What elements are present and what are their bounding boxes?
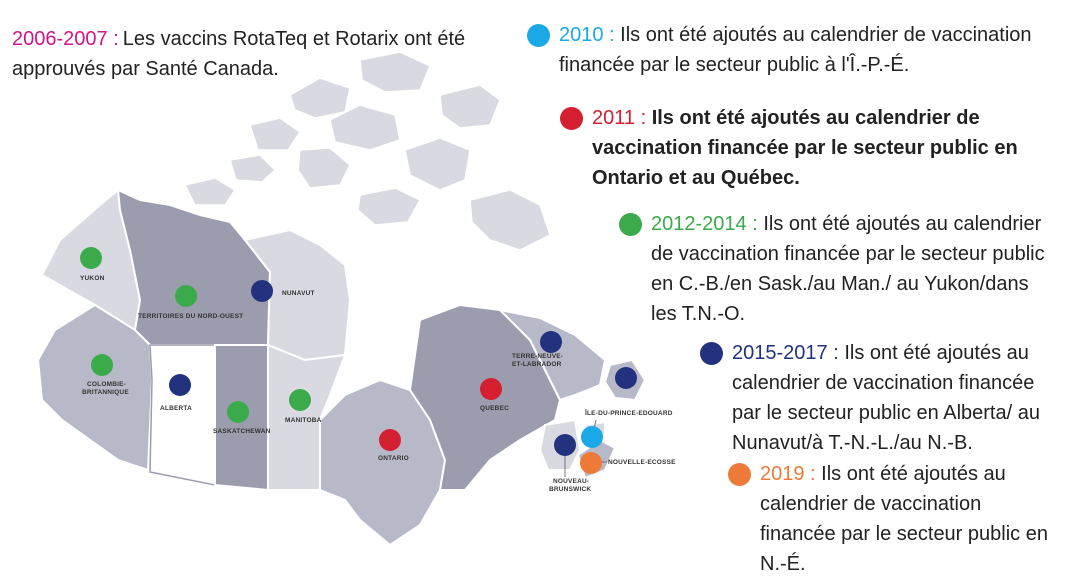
region-manitoba — [267, 343, 347, 491]
dot-manitoba — [289, 389, 311, 411]
dot-newfoundland — [615, 367, 637, 389]
label-nl-1: TERRE-NEUVE- — [512, 353, 563, 360]
region-labrador — [496, 308, 607, 402]
label-ontario: ONTARIO — [378, 455, 409, 462]
legend-year: 2011 : — [592, 107, 647, 129]
legend-dot-green — [619, 213, 642, 236]
legend-dot-cyan — [527, 24, 550, 47]
dot-nunavut — [251, 280, 273, 302]
label-nb-1: NOUVEAU- — [553, 478, 589, 485]
dot-quebec — [480, 378, 502, 400]
region-nunavut — [243, 228, 352, 362]
label-quebec: QUEBEC — [480, 405, 509, 412]
region-bc — [36, 303, 154, 472]
label-nl-2: ET-LABRADOR — [512, 361, 562, 368]
legend-text: Ils ont été ajoutés au calendrier de vac… — [760, 463, 1048, 575]
legend-year: 2010 : — [559, 24, 615, 46]
dot-alberta — [169, 374, 191, 396]
legend-year: 2015-2017 : — [732, 342, 839, 364]
label-alberta: ALBERTA — [160, 405, 192, 412]
legend-entry-2012: 2012-2014 : Ils ont été ajoutés au calen… — [619, 209, 1051, 329]
dot-bc — [91, 354, 113, 376]
label-bc-1: COLOMBIE- — [87, 381, 126, 388]
legend-text: Ils ont été ajoutés au calendrier de vac… — [732, 342, 1040, 454]
dot-nwt — [175, 285, 197, 307]
legend-text: Ils ont été ajoutés au calendrier de vac… — [651, 213, 1045, 325]
label-nwt: TERRITOIRES DU NORD-OUEST — [138, 313, 243, 320]
label-yukon: YUKON — [80, 275, 105, 282]
label-manitoba: MANITOBA — [285, 417, 322, 424]
dot-labrador — [540, 331, 562, 353]
legend-dot-red — [560, 107, 583, 130]
dot-yukon — [80, 247, 102, 269]
dot-ontario — [379, 429, 401, 451]
label-sask: SASKATCHEWAN — [213, 428, 271, 435]
label-ns: NOUVELLE-ECOSSE — [608, 459, 676, 466]
legend-text: Ils ont été ajoutés au calendrier de vac… — [559, 24, 1032, 76]
intro-year: 2006-2007 : — [12, 28, 119, 50]
legend-entry-2010: 2010 : Ils ont été ajoutés au calendrier… — [527, 20, 1059, 80]
dot-pei — [581, 426, 603, 448]
legend-dot-orange — [728, 463, 751, 486]
legend-entry-2015: 2015-2017 : Ils ont été ajoutés au calen… — [700, 338, 1062, 458]
legend-entry-2019: 2019 : Ils ont été ajoutés au calendrier… — [728, 459, 1050, 579]
legend-dot-navy — [700, 342, 723, 365]
legend-text: Ils ont été ajoutés au calendrier de vac… — [592, 107, 1018, 189]
legend-year: 2019 : — [760, 463, 816, 485]
legend-year: 2012-2014 : — [651, 213, 758, 235]
dot-ns — [580, 452, 602, 474]
dot-sask — [227, 401, 249, 423]
arctic-islands — [183, 51, 551, 251]
region-alberta — [149, 344, 216, 486]
legend-entry-2011: 2011 : Ils ont été ajoutés au calendrier… — [560, 103, 1052, 193]
intro-text: 2006-2007 : Les vaccins RotaTeq et Rotari… — [12, 24, 482, 84]
region-nwt — [116, 188, 272, 346]
label-nb-2: BRUNSWICK — [549, 486, 591, 493]
label-pei: ÎLE-DU-PRINCE-EDOUARD — [584, 408, 673, 417]
intro-body: Les vaccins RotaTeq et Rotarix ont été a… — [12, 28, 466, 80]
label-bc-2: BRITANNIQUE — [82, 389, 129, 396]
label-nunavut: NUNAVUT — [282, 290, 315, 297]
dot-nb — [554, 434, 576, 456]
